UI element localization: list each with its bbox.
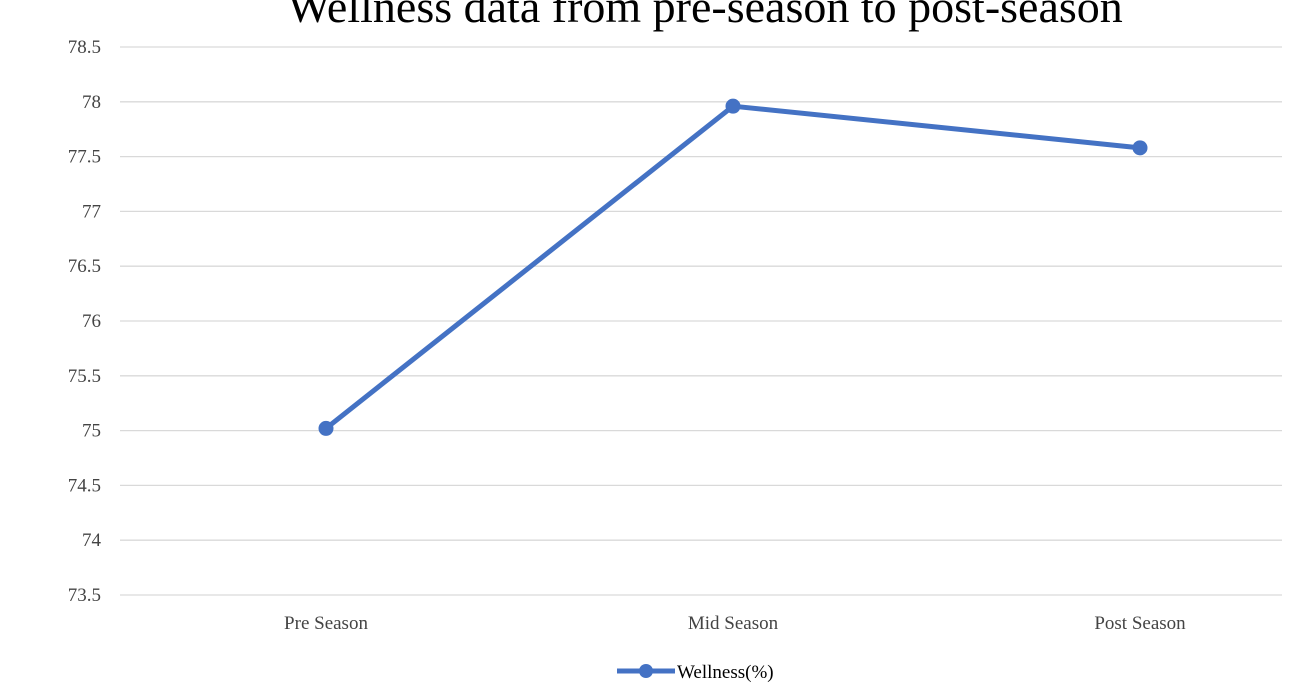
y-axis-tick-labels: 73.5 74 74.5 75 75.5 76 76.5 77 77.5 78 78.5 [68, 37, 102, 606]
data-point [318, 420, 334, 436]
y-tick-label: 74.5 [68, 475, 101, 496]
y-tick-label: 75.5 [68, 366, 101, 387]
legend-label: Wellness(%) [677, 662, 774, 683]
legend-marker [639, 664, 653, 678]
x-axis-tick-labels: Pre Season Mid Season Post Season [284, 613, 1186, 634]
series-line [323, 103, 1143, 431]
y-tick-label: 73.5 [68, 585, 101, 606]
y-tick-label: 77.5 [68, 147, 101, 168]
gridlines [120, 46, 1282, 596]
y-tick-label: 76.5 [68, 256, 101, 277]
data-point [725, 98, 741, 114]
x-tick-label: Pre Season [284, 613, 368, 634]
y-tick-label: 74 [82, 530, 102, 551]
x-tick-label: Mid Season [688, 613, 779, 634]
legend: Wellness(%) [617, 662, 774, 683]
x-tick-label: Post Season [1094, 613, 1186, 634]
y-tick-label: 77 [82, 201, 101, 222]
chart-title: Wellness data from pre-season to post-se… [287, 0, 1123, 32]
y-tick-label: 78 [82, 92, 101, 113]
y-tick-label: 75 [82, 421, 101, 442]
y-tick-label: 78.5 [68, 37, 101, 58]
y-tick-label: 76 [82, 311, 101, 332]
series-layer [318, 98, 1148, 436]
data-point [1132, 140, 1148, 156]
